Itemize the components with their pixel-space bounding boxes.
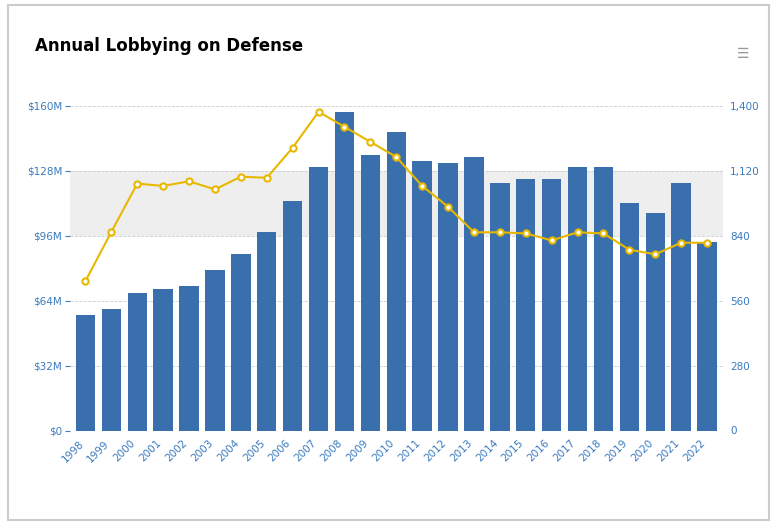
Bar: [542, 179, 561, 430]
Bar: [102, 309, 121, 430]
Bar: [671, 183, 691, 430]
Bar: [127, 292, 147, 430]
Bar: [594, 167, 613, 430]
Text: ☰: ☰: [737, 47, 750, 61]
Bar: [516, 179, 535, 430]
Bar: [490, 183, 510, 430]
Bar: [283, 201, 302, 430]
Bar: [205, 270, 225, 430]
Bar: [464, 156, 483, 430]
Bar: [75, 315, 95, 430]
Bar: [179, 287, 199, 430]
Bar: [361, 155, 380, 430]
Bar: [70, 171, 723, 236]
Bar: [257, 232, 277, 430]
Bar: [413, 161, 432, 430]
Bar: [698, 242, 716, 430]
Bar: [231, 254, 250, 430]
Bar: [335, 112, 354, 430]
Bar: [646, 214, 665, 430]
Bar: [438, 163, 458, 430]
Bar: [619, 203, 639, 430]
Bar: [153, 289, 172, 430]
Bar: [386, 132, 406, 430]
Text: Annual Lobbying on Defense: Annual Lobbying on Defense: [35, 37, 303, 55]
Bar: [308, 167, 328, 430]
Bar: [568, 167, 587, 430]
